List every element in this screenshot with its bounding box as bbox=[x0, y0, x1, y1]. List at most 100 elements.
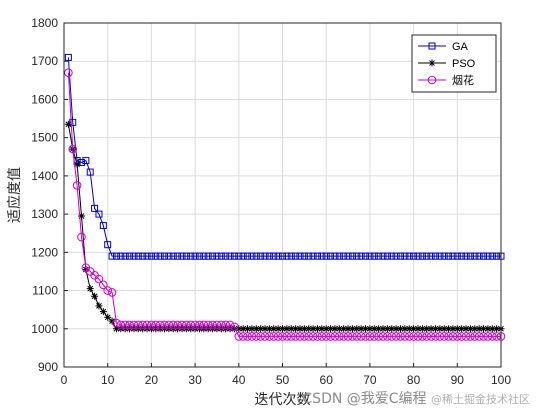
y-tick-label: 1500 bbox=[31, 131, 58, 145]
data-point bbox=[251, 332, 261, 341]
data-point bbox=[414, 252, 422, 260]
data-point bbox=[418, 325, 426, 333]
data-point bbox=[252, 252, 260, 260]
data-point bbox=[279, 252, 286, 260]
data-point bbox=[388, 252, 396, 260]
data-point bbox=[116, 320, 126, 330]
data-point bbox=[274, 325, 282, 333]
watermark-subtext: @稀土掘金技术社区 bbox=[431, 393, 530, 406]
data-point bbox=[322, 252, 330, 260]
data-point bbox=[282, 332, 292, 341]
data-point bbox=[461, 332, 471, 341]
data-point bbox=[287, 252, 295, 260]
data-point bbox=[86, 285, 94, 293]
x-tick-label: 30 bbox=[188, 373, 202, 387]
data-point bbox=[387, 332, 397, 341]
data-point bbox=[112, 318, 121, 328]
data-point bbox=[362, 252, 370, 260]
data-point bbox=[436, 325, 444, 333]
legend-item: GA bbox=[418, 41, 469, 53]
data-point bbox=[64, 53, 72, 61]
data-point bbox=[340, 325, 348, 333]
data-point bbox=[331, 252, 339, 260]
data-point bbox=[278, 332, 287, 341]
data-point bbox=[357, 252, 365, 260]
data-point bbox=[431, 252, 439, 260]
x-tick-label: 100 bbox=[491, 373, 511, 387]
data-point bbox=[470, 332, 480, 341]
data-point bbox=[120, 320, 130, 330]
data-point bbox=[383, 332, 392, 341]
data-point bbox=[475, 325, 483, 333]
data-point bbox=[327, 325, 335, 333]
data-point bbox=[431, 325, 439, 333]
data-point bbox=[339, 332, 348, 341]
data-point bbox=[286, 332, 296, 341]
data-point bbox=[400, 332, 410, 341]
data-point bbox=[283, 325, 291, 333]
data-point bbox=[235, 252, 243, 260]
data-point bbox=[129, 320, 139, 330]
data-point bbox=[414, 325, 422, 333]
data-point bbox=[423, 252, 431, 260]
data-point bbox=[160, 320, 169, 330]
y-tick-label: 1100 bbox=[32, 284, 58, 298]
legend-label: PSO bbox=[452, 58, 476, 70]
data-point bbox=[401, 325, 409, 333]
data-point bbox=[466, 332, 475, 341]
data-point bbox=[112, 325, 120, 333]
y-tick-label: 1600 bbox=[31, 92, 58, 106]
data-point bbox=[99, 308, 107, 316]
legend-marker bbox=[427, 75, 437, 85]
data-point bbox=[431, 332, 440, 341]
data-point bbox=[379, 252, 387, 260]
data-point bbox=[466, 252, 474, 260]
data-point bbox=[208, 320, 217, 330]
data-point bbox=[305, 325, 313, 333]
data-point bbox=[265, 252, 273, 260]
data-point bbox=[203, 320, 213, 330]
data-point bbox=[318, 252, 326, 260]
data-point bbox=[300, 252, 308, 260]
series-line bbox=[67, 124, 501, 330]
data-point bbox=[413, 332, 423, 341]
data-point bbox=[466, 325, 474, 333]
data-point bbox=[72, 181, 82, 190]
data-point bbox=[147, 320, 156, 330]
data-point bbox=[77, 212, 85, 220]
data-point bbox=[64, 68, 73, 77]
data-point bbox=[300, 325, 308, 333]
data-point bbox=[335, 332, 344, 341]
data-point bbox=[475, 252, 483, 260]
data-point bbox=[99, 222, 107, 230]
data-point bbox=[353, 325, 361, 333]
data-point bbox=[291, 332, 300, 341]
x-tick-label: 90 bbox=[451, 373, 465, 387]
data-point bbox=[261, 325, 269, 333]
data-point bbox=[445, 252, 453, 260]
y-tick-label: 1300 bbox=[31, 207, 58, 221]
y-tick-label: 1800 bbox=[31, 16, 58, 30]
data-point bbox=[125, 320, 134, 330]
y-tick-label: 1400 bbox=[31, 169, 58, 183]
data-point bbox=[221, 320, 230, 330]
data-point bbox=[103, 286, 112, 295]
legend-marker bbox=[428, 42, 436, 50]
data-point bbox=[243, 332, 252, 341]
data-point bbox=[435, 332, 445, 341]
data-point bbox=[177, 320, 187, 330]
series-line bbox=[67, 57, 501, 257]
watermark: CSDN @我爱C编程 @稀土掘金技术社区 bbox=[302, 388, 530, 408]
data-point bbox=[178, 252, 186, 260]
data-point bbox=[392, 325, 400, 333]
data-point bbox=[305, 252, 313, 260]
data-point bbox=[126, 252, 134, 260]
data-point bbox=[462, 325, 470, 333]
data-point bbox=[457, 332, 466, 341]
data-point bbox=[261, 252, 269, 260]
data-point bbox=[370, 252, 378, 260]
data-point bbox=[352, 332, 362, 341]
x-axis-label: 迭代次数 bbox=[255, 392, 311, 408]
data-point bbox=[321, 332, 331, 341]
data-point bbox=[104, 313, 112, 321]
